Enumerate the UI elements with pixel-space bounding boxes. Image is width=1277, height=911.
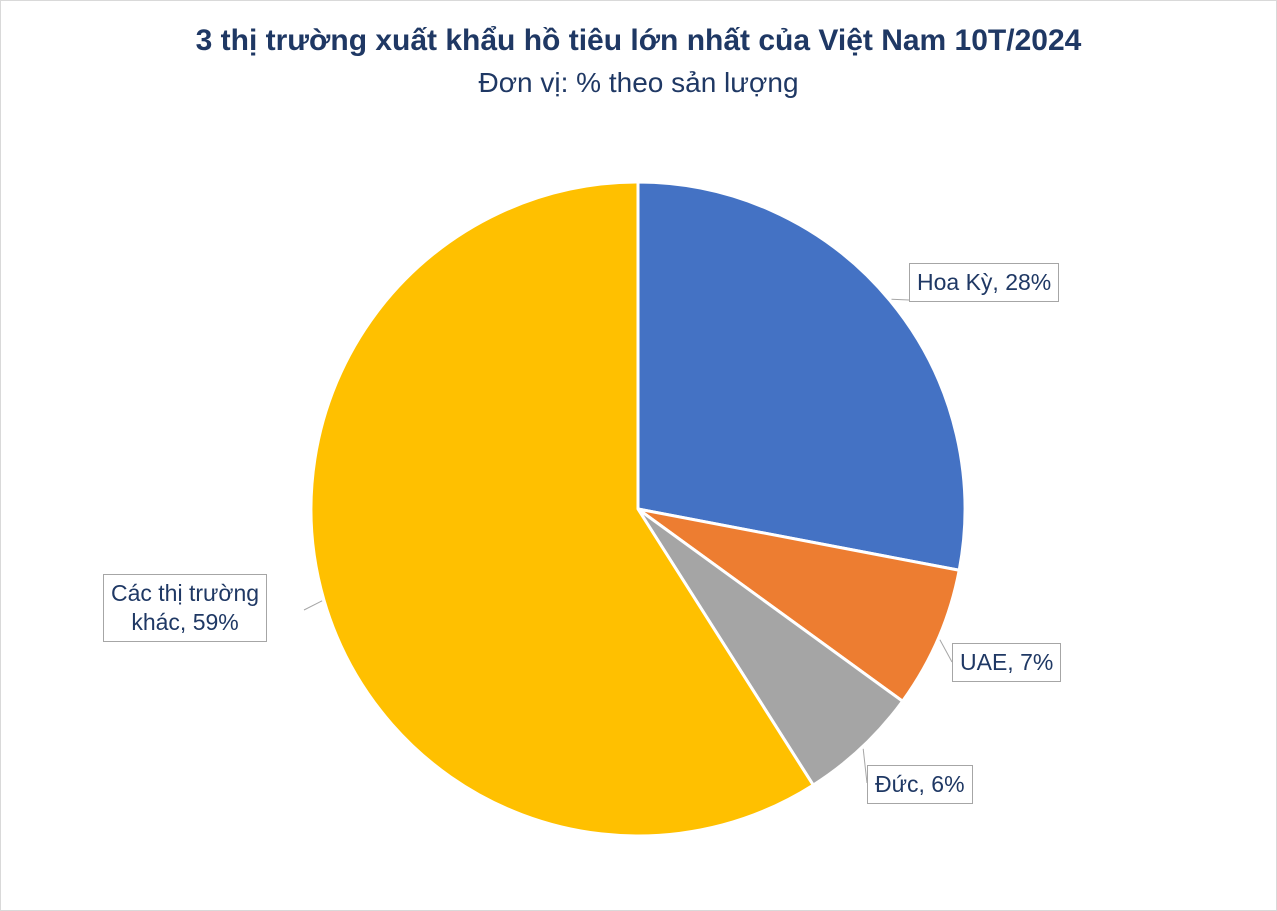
leader-lines: [303, 298, 953, 784]
chart-subtitle: Đơn vị: % theo sản lượng: [478, 67, 799, 98]
data-label-duc: Đức, 6%: [867, 765, 973, 804]
slice-duc: [636, 507, 905, 787]
pie-slices: [309, 180, 967, 838]
data-label-line-1: Các thị trường: [111, 580, 260, 606]
chart-title: 3 thị trường xuất khẩu hồ tiêu lớn nhất …: [195, 24, 1082, 57]
leader-uae: [939, 639, 953, 663]
data-label-uae: UAE, 7%: [952, 643, 1062, 682]
data-label-line-2: khác, 59%: [131, 609, 239, 635]
leader-duc: [862, 748, 868, 784]
slice-hoa-ky: [636, 180, 967, 572]
data-label-cac-thi-truong-khac: Các thị trường khác, 59%: [103, 574, 268, 642]
data-label-hoa-ky: Hoa Kỳ, 28%: [909, 263, 1060, 302]
leader-cac-thi-truong-khac: [303, 600, 323, 611]
leader-hoa-ky: [891, 298, 910, 301]
slice-cac-thi-truong-khac: [309, 180, 815, 838]
slice-uae: [636, 507, 961, 703]
